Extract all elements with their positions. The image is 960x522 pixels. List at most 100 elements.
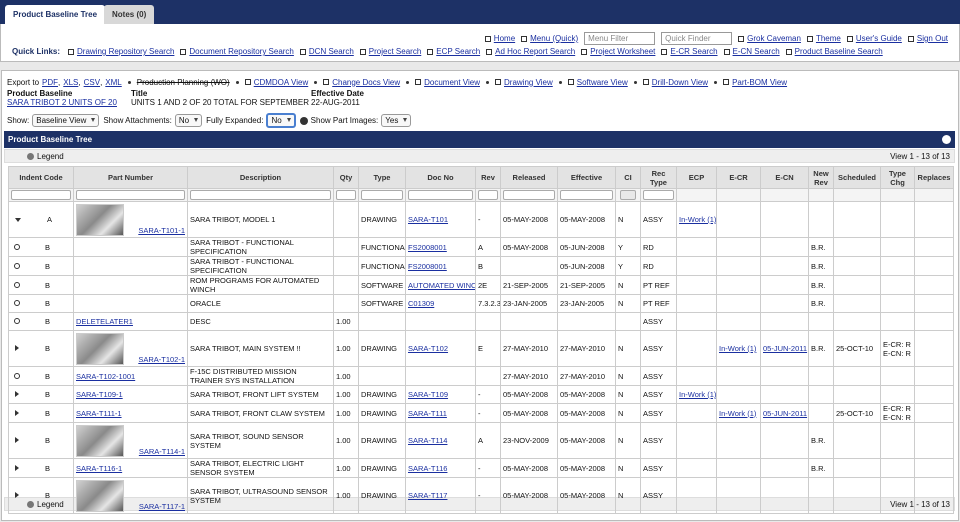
- column-header[interactable]: ECP: [676, 166, 717, 189]
- legend[interactable]: Legend: [37, 152, 64, 161]
- cell-link[interactable]: SARA-T102-1001: [76, 371, 136, 381]
- cell-link[interactable]: SARA-T109: [408, 390, 449, 399]
- filter-input[interactable]: [361, 190, 403, 200]
- column-header[interactable]: Released: [500, 166, 558, 189]
- cell-link[interactable]: SARA-T111-1: [76, 408, 122, 418]
- quick-link[interactable]: DCN Search: [308, 47, 354, 56]
- cell-link[interactable]: C01309: [408, 299, 435, 308]
- cell-link[interactable]: In-Work (1): [679, 215, 717, 224]
- select[interactable]: No: [174, 114, 203, 127]
- cell-link[interactable]: SARA-T116-1: [76, 463, 123, 473]
- nav-link[interactable]: Menu (Quick): [530, 34, 579, 43]
- view-link[interactable]: Drawing View: [504, 77, 553, 87]
- select[interactable]: No: [266, 113, 296, 128]
- filter-input[interactable]: [11, 190, 71, 200]
- quick-link[interactable]: Ad Hoc Report Search: [495, 47, 576, 56]
- cell-link[interactable]: SARA-T102: [408, 344, 449, 353]
- part-link[interactable]: SARA-T117-1: [138, 502, 185, 511]
- column-header[interactable]: Rec Type: [640, 166, 677, 189]
- view-link[interactable]: Software View: [576, 77, 628, 87]
- quick-link[interactable]: Project Worksheet: [590, 47, 656, 56]
- cell-link[interactable]: SARA-T116: [408, 463, 448, 473]
- cell-link[interactable]: FS2008001: [408, 242, 447, 252]
- nav-link[interactable]: Grok Caveman: [747, 34, 801, 43]
- column-header[interactable]: Replaces: [914, 166, 954, 189]
- column-header[interactable]: E-CR: [716, 166, 761, 189]
- nav-link[interactable]: Theme: [815, 34, 841, 43]
- filter-input[interactable]: [503, 190, 555, 200]
- cell-link[interactable]: 05-JUN-2011: [763, 408, 808, 418]
- nav-link[interactable]: Home: [493, 34, 516, 43]
- cell-link[interactable]: SARA-T109-1: [76, 390, 123, 399]
- filter-input[interactable]: [76, 190, 185, 200]
- column-header[interactable]: Doc No: [405, 166, 476, 189]
- column-header[interactable]: Type: [358, 166, 406, 189]
- cell-link[interactable]: DELETELATER1: [76, 317, 133, 326]
- cell-link[interactable]: In-Work (1): [719, 408, 757, 418]
- column-header[interactable]: Description: [187, 166, 334, 189]
- toggle[interactable]: [15, 391, 19, 397]
- column-header[interactable]: Scheduled: [833, 166, 881, 189]
- select[interactable]: Baseline View: [32, 114, 100, 127]
- column-header[interactable]: Indent Code: [8, 166, 74, 189]
- text-input[interactable]: Menu Filter: [584, 32, 656, 45]
- view-link[interactable]: Change Docs View: [332, 77, 401, 87]
- nav-link[interactable]: User's Guide: [855, 34, 902, 43]
- toggle[interactable]: [15, 345, 19, 351]
- column-header[interactable]: Effective: [557, 166, 616, 189]
- quick-link[interactable]: Project Search: [368, 47, 422, 56]
- tab[interactable]: Notes (0): [104, 5, 155, 24]
- column-header[interactable]: Qty: [333, 166, 359, 189]
- cell-link[interactable]: FS2008001: [408, 261, 447, 271]
- cell-link[interactable]: SARA-T114: [408, 436, 448, 445]
- toggle[interactable]: [15, 492, 19, 498]
- cell-link[interactable]: 05-JUN-2011: [763, 344, 808, 353]
- part-link[interactable]: SARA-T102-1: [138, 355, 185, 364]
- cell-link[interactable]: SARA-T117: [408, 491, 448, 500]
- filter-input[interactable]: [560, 190, 613, 200]
- column-header[interactable]: Type Chg: [880, 166, 915, 189]
- field-value[interactable]: SARA TRIBOT 2 UNITS OF 20: [7, 98, 117, 107]
- filter-input[interactable]: [408, 190, 473, 200]
- column-header[interactable]: Rev: [475, 166, 501, 189]
- column-header[interactable]: E-CN: [760, 166, 809, 189]
- quick-link[interactable]: Product Baseline Search: [794, 47, 883, 56]
- filter-input[interactable]: [478, 190, 498, 200]
- cell-link[interactable]: In-Work (1): [719, 344, 757, 353]
- filter-input[interactable]: [643, 190, 674, 200]
- quick-link[interactable]: E-CN Search: [732, 47, 780, 56]
- view-link[interactable]: Part-BOM View: [732, 77, 788, 87]
- cell-link[interactable]: AUTOMATED WINC: [408, 280, 476, 290]
- tab[interactable]: Product Baseline Tree: [5, 5, 106, 24]
- toggle[interactable]: [15, 437, 19, 443]
- cell-link[interactable]: SARA-T101: [408, 215, 449, 224]
- filter-input[interactable]: [620, 190, 636, 200]
- export-line: Export to PDF, XLS, CSV, XML Production Plann…: [7, 77, 787, 87]
- quick-link[interactable]: ECP Search: [436, 47, 481, 56]
- toggle[interactable]: [15, 218, 21, 222]
- filter-input[interactable]: [336, 190, 356, 200]
- column-header[interactable]: Part Number: [73, 166, 188, 189]
- part-link[interactable]: SARA-T101-1: [138, 226, 185, 235]
- view-link[interactable]: CDMDOA View: [253, 77, 309, 87]
- toggle[interactable]: [15, 409, 19, 416]
- column-header[interactable]: New Rev: [808, 166, 834, 189]
- column-header[interactable]: CI: [615, 166, 641, 189]
- text-input[interactable]: Quick Finder: [661, 32, 733, 45]
- export-format[interactable]: PDF: [42, 77, 59, 87]
- export-format[interactable]: XML: [105, 77, 122, 87]
- quick-link[interactable]: Drawing Repository Search: [77, 47, 175, 56]
- part-link[interactable]: SARA-T114-1: [138, 447, 185, 456]
- export-format[interactable]: CSV: [83, 77, 101, 87]
- cell-link[interactable]: In-Work (1): [679, 390, 717, 399]
- quick-link[interactable]: Document Repository Search: [189, 47, 294, 56]
- cell-link[interactable]: SARA-T111: [408, 408, 447, 418]
- view-link[interactable]: Drill-Down View: [651, 77, 709, 87]
- toggle[interactable]: [15, 464, 19, 471]
- select[interactable]: Yes: [381, 114, 412, 127]
- nav-link[interactable]: Sign Out: [916, 34, 948, 43]
- filter-input[interactable]: [190, 190, 331, 200]
- view-link[interactable]: Document View: [424, 77, 480, 87]
- export-format[interactable]: XLS: [63, 77, 79, 87]
- quick-link[interactable]: E-CR Search: [670, 47, 718, 56]
